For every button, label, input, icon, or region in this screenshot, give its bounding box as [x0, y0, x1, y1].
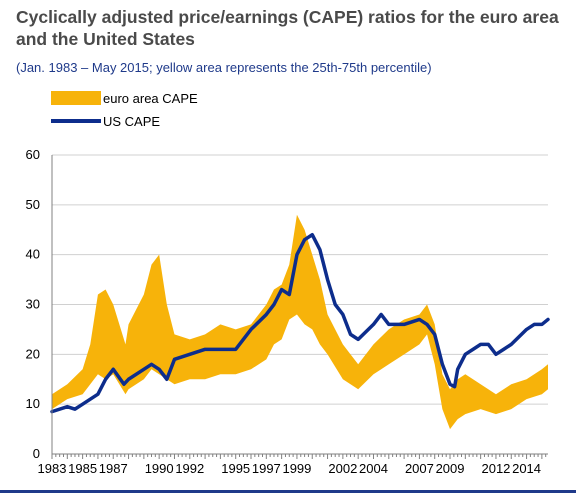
- y-tick-label: 50: [26, 197, 40, 212]
- y-tick-label: 30: [26, 297, 40, 312]
- x-tick-label: 2002: [328, 461, 357, 476]
- x-tick-label: 1983: [38, 461, 67, 476]
- euro-cape-band: [52, 214, 548, 430]
- y-tick-label: 10: [26, 396, 40, 411]
- legend: euro area CAPE US CAPE: [51, 91, 198, 129]
- x-tick-label: 2014: [512, 461, 541, 476]
- x-tick-label: 1990: [145, 461, 174, 476]
- x-tick-label: 2012: [481, 461, 510, 476]
- us-cape-line-layer: [50, 232, 550, 414]
- x-tick-label: 1995: [221, 461, 250, 476]
- y-tick-label: 60: [26, 147, 40, 162]
- chart-subtitle: (Jan. 1983 – May 2015; yellow area repre…: [16, 60, 432, 75]
- x-tick-label: 2007: [405, 461, 434, 476]
- x-tick-label: 1985: [68, 461, 97, 476]
- y-tick-label: 40: [26, 247, 40, 262]
- x-tick-label: 1992: [175, 461, 204, 476]
- legend-label-euro: euro area CAPE: [103, 91, 198, 106]
- x-tick-label: 1987: [99, 461, 128, 476]
- bottom-rule: [0, 490, 576, 493]
- chart-title: Cyclically adjusted price/earnings (CAPE…: [16, 7, 559, 49]
- y-tick-label: 0: [33, 446, 40, 461]
- x-tick-label: 2004: [359, 461, 388, 476]
- us-cape-line: [50, 232, 550, 414]
- legend-label-us: US CAPE: [103, 114, 160, 129]
- x-tick-label: 2009: [436, 461, 465, 476]
- legend-swatch-euro: [51, 91, 101, 105]
- y-tick-label: 20: [26, 346, 40, 361]
- euro-cape-band-layer: [52, 214, 548, 430]
- x-tick-label: 1999: [282, 461, 311, 476]
- x-tick-label: 1997: [252, 461, 281, 476]
